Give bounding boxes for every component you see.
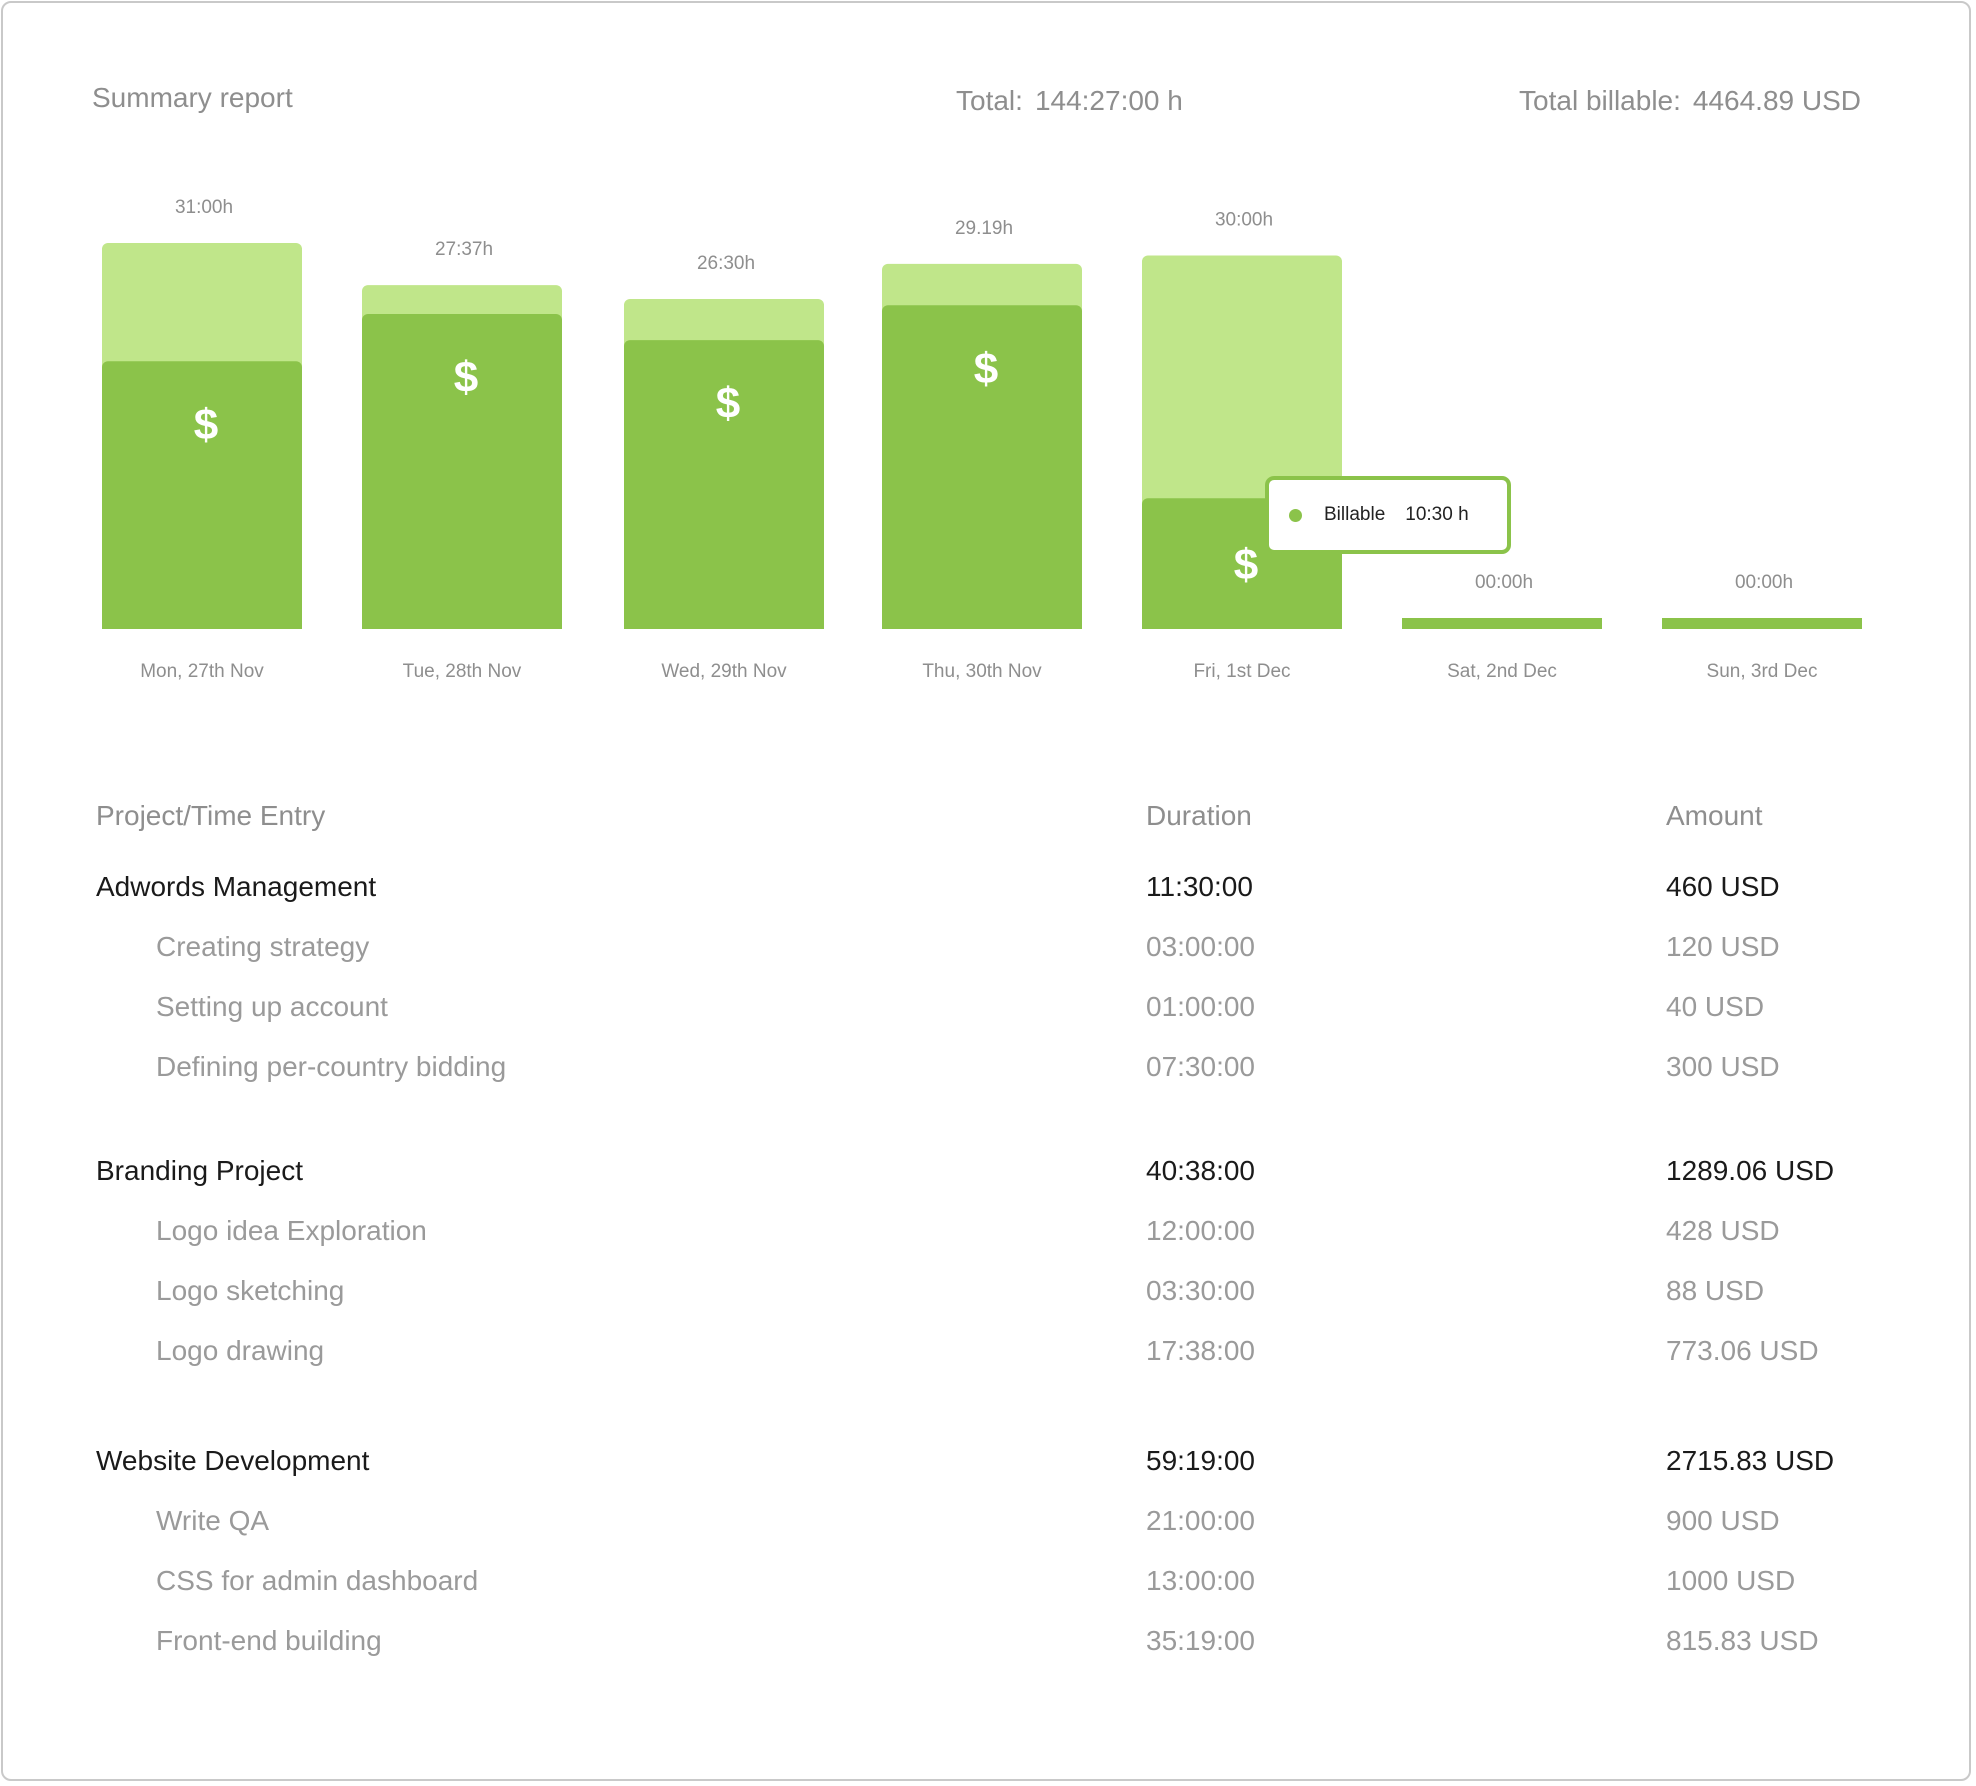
entry-duration: 01:00:00	[1146, 991, 1255, 1022]
bar-billable-2[interactable]	[624, 340, 824, 629]
column-header-duration: Duration	[1146, 800, 1252, 831]
project-name[interactable]: Adwords Management	[96, 871, 377, 902]
entry-duration: 17:38:00	[1146, 1335, 1255, 1366]
project-amount: 2715.83 USD	[1666, 1445, 1835, 1476]
bar-billable-base-1	[362, 621, 562, 629]
entry-name[interactable]: Setting up account	[156, 991, 388, 1022]
project-duration: 59:19:00	[1146, 1445, 1255, 1476]
column-header-entry: Project/Time Entry	[96, 800, 326, 831]
dollar-icon: $	[716, 379, 740, 428]
bar-total-label-6: 00:00h	[1735, 572, 1793, 593]
entry-duration: 12:00:00	[1146, 1215, 1255, 1246]
entry-amount: 773.06 USD	[1666, 1335, 1819, 1366]
entry-amount: 88 USD	[1666, 1275, 1765, 1306]
category-label-6: Sun, 3rd Dec	[1707, 661, 1818, 682]
entry-amount: 815.83 USD	[1666, 1625, 1819, 1656]
entry-name[interactable]: Logo idea Exploration	[156, 1215, 427, 1246]
billable-dot-icon	[1289, 508, 1302, 522]
category-label-4: Fri, 1st Dec	[1193, 661, 1290, 682]
column-header-amount: Amount	[1666, 800, 1763, 831]
total-label: Total:	[956, 85, 1023, 116]
entry-duration: 03:00:00	[1146, 931, 1255, 962]
bar-empty-6[interactable]	[1662, 618, 1862, 629]
project-name[interactable]: Branding Project	[96, 1155, 304, 1186]
entry-name[interactable]: CSS for admin dashboard	[156, 1565, 479, 1596]
dollar-icon: $	[454, 353, 478, 402]
entry-name[interactable]: Logo sketching	[156, 1275, 345, 1306]
bar-billable-1[interactable]	[362, 313, 562, 629]
billable-label: Total billable:	[1519, 85, 1681, 116]
bar-empty-5[interactable]	[1402, 618, 1602, 629]
dollar-icon: $	[974, 344, 998, 393]
bar-total-label-1: 27:37h	[435, 239, 493, 260]
entry-amount: 1000 USD	[1666, 1565, 1796, 1596]
entry-name[interactable]: Front-end building	[156, 1625, 382, 1656]
daily-hours-chart: $31:00h Mon, 27th Nov $27:37h Tue, 28th Nov…	[102, 197, 1862, 682]
category-label-0: Mon, 27th Nov	[140, 661, 264, 682]
page-title: Summary report	[92, 82, 293, 113]
category-label-5: Sat, 2nd Dec	[1447, 661, 1557, 682]
chart-tooltip: Billable 10:30 h	[1265, 476, 1511, 554]
project-amount: 1289.06 USD	[1666, 1155, 1835, 1186]
dollar-icon: $	[1234, 541, 1258, 590]
project-amount: 460 USD	[1666, 871, 1780, 902]
project-duration: 11:30:00	[1146, 871, 1253, 902]
entry-duration: 21:00:00	[1146, 1505, 1255, 1536]
entry-amount: 428 USD	[1666, 1215, 1780, 1246]
tooltip-label: Billable	[1324, 504, 1386, 525]
bar-total-label-2: 26:30h	[697, 253, 755, 274]
entry-amount: 300 USD	[1666, 1051, 1780, 1082]
bar-total-label-3: 29.19h	[955, 218, 1013, 239]
bar-billable-3[interactable]	[882, 305, 1082, 629]
dollar-icon: $	[194, 400, 218, 449]
entry-name[interactable]: Logo drawing	[156, 1335, 325, 1366]
bar-billable-base-0	[102, 621, 302, 629]
bar-billable-base-4	[1142, 621, 1342, 629]
entry-amount: 120 USD	[1666, 931, 1780, 962]
entry-name[interactable]: Creating strategy	[156, 931, 370, 962]
bar-billable-0[interactable]	[102, 361, 302, 629]
category-label-2: Wed, 29th Nov	[661, 661, 787, 682]
bar-total-label-4: 30:00h	[1215, 209, 1273, 230]
project-name[interactable]: Website Development	[96, 1445, 370, 1476]
entry-duration: 03:30:00	[1146, 1275, 1255, 1306]
bar-billable-base-2	[624, 621, 824, 629]
tooltip-value: 10:30 h	[1405, 504, 1469, 525]
total-hours: Total: 144:27:00 h	[956, 85, 1183, 117]
category-label-3: Thu, 30th Nov	[922, 661, 1042, 682]
total-billable: Total billable: 4464.89 USD	[1519, 85, 1861, 117]
entry-amount: 40 USD	[1666, 991, 1765, 1022]
entry-duration: 13:00:00	[1146, 1565, 1255, 1596]
entry-amount: 900 USD	[1666, 1505, 1780, 1536]
billable-value: 4464.89 USD	[1692, 85, 1861, 116]
category-label-1: Tue, 28th Nov	[403, 661, 522, 682]
bar-billable-base-3	[882, 621, 1082, 629]
entry-duration: 07:30:00	[1146, 1051, 1255, 1082]
entry-duration: 35:19:00	[1146, 1625, 1255, 1656]
total-value: 144:27:00 h	[1034, 85, 1183, 116]
entry-name[interactable]: Defining per-country bidding	[156, 1051, 507, 1082]
entry-name[interactable]: Write QA	[156, 1505, 270, 1536]
bar-total-label-0: 31:00h	[175, 197, 233, 218]
project-duration: 40:38:00	[1146, 1155, 1255, 1186]
bar-total-label-5: 00:00h	[1475, 572, 1533, 593]
